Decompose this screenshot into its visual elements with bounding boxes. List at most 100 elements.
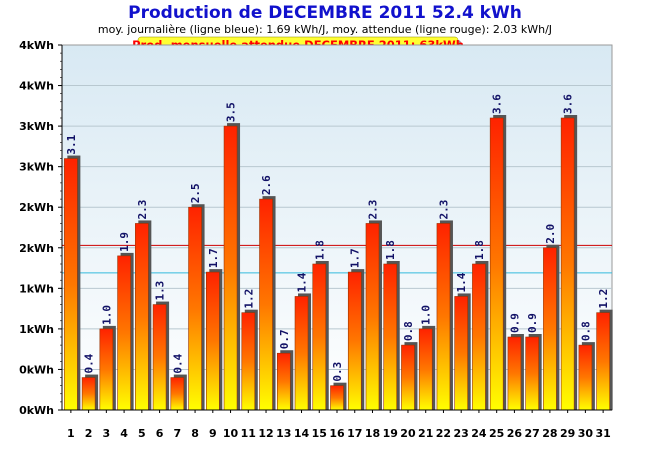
value-label-day-5: 2.3 bbox=[136, 200, 149, 220]
bar-group-day-27 bbox=[525, 334, 542, 411]
bar-group-day-30 bbox=[578, 342, 595, 411]
value-label-day-2: 0.4 bbox=[83, 353, 96, 373]
value-labels: 3.1 0.4 1.0 1.9 2.3 1.3 0.4 2.5 1.7 3.5 1.2 2.6 0.7 1… bbox=[65, 94, 610, 382]
value-label-day-4: 1.9 bbox=[118, 232, 131, 252]
x-tick-label-15: 15 bbox=[312, 427, 327, 440]
bar-day-6 bbox=[152, 304, 167, 411]
x-tick-label-14: 14 bbox=[294, 427, 310, 440]
bar-day-20 bbox=[401, 344, 415, 411]
value-label-day-31: 1.2 bbox=[597, 289, 610, 309]
bar-group-day-2 bbox=[81, 374, 99, 411]
x-tick-label-6: 6 bbox=[156, 427, 164, 440]
bar-day-8 bbox=[188, 206, 202, 411]
y-tick-label-6: 3kWh bbox=[19, 161, 54, 174]
y-tick-label-1: 0kWh bbox=[19, 363, 54, 376]
x-tick-label-11: 11 bbox=[241, 427, 256, 440]
value-label-day-17: 1.7 bbox=[349, 248, 362, 268]
bar-day-1 bbox=[64, 158, 78, 411]
x-tick-label-7: 7 bbox=[173, 427, 181, 440]
bar-group-day-18 bbox=[365, 220, 382, 411]
value-label-day-19: 1.8 bbox=[384, 240, 397, 260]
bar-day-10 bbox=[223, 125, 238, 411]
bar-group-day-21 bbox=[418, 325, 436, 411]
y-axis: 0kWh 0kWh 1kWh 1kWh 2kWh 2kWh 3kWh 3kWh 4kWh 4kWh bbox=[19, 39, 63, 417]
bar-group-day-19 bbox=[383, 261, 400, 411]
value-label-day-11: 1.2 bbox=[242, 289, 255, 309]
x-tick-label-28: 28 bbox=[542, 427, 557, 440]
bar-day-14 bbox=[294, 296, 309, 411]
x-tick-label-1: 1 bbox=[67, 427, 75, 440]
value-label-day-28: 2.0 bbox=[544, 224, 557, 244]
value-label-day-10: 3.5 bbox=[225, 102, 238, 122]
x-tick-label-9: 9 bbox=[209, 427, 217, 440]
x-tick-label-21: 21 bbox=[418, 427, 433, 440]
y-tick-label-7: 3kWh bbox=[19, 120, 54, 133]
x-tick-label-30: 30 bbox=[578, 427, 594, 440]
bar-day-25 bbox=[489, 117, 504, 411]
value-label-day-9: 1.7 bbox=[207, 248, 220, 268]
bar-group-day-6 bbox=[152, 301, 170, 411]
bar-day-2 bbox=[81, 377, 96, 411]
bar-group-day-8 bbox=[188, 204, 205, 411]
bar-day-16 bbox=[330, 385, 344, 411]
bar-group-day-1 bbox=[64, 155, 81, 411]
bar-day-22 bbox=[436, 223, 451, 411]
bar-group-day-17 bbox=[347, 269, 365, 411]
bars bbox=[64, 115, 613, 411]
value-label-day-26: 0.9 bbox=[508, 313, 521, 333]
x-tick-label-13: 13 bbox=[276, 427, 291, 440]
bar-group-day-12 bbox=[259, 196, 276, 411]
bar-day-3 bbox=[99, 328, 114, 411]
x-tick-label-19: 19 bbox=[383, 427, 398, 440]
bar-day-18 bbox=[365, 223, 380, 411]
x-tick-label-29: 29 bbox=[560, 427, 575, 440]
value-label-day-15: 1.8 bbox=[313, 240, 326, 260]
x-tick-label-22: 22 bbox=[436, 427, 451, 440]
value-label-day-8: 2.5 bbox=[189, 183, 202, 203]
value-label-day-1: 3.1 bbox=[65, 134, 78, 154]
value-label-day-23: 1.4 bbox=[455, 272, 468, 292]
value-label-day-20: 0.8 bbox=[402, 321, 415, 341]
bar-group-day-20 bbox=[401, 342, 418, 411]
bar-day-9 bbox=[206, 271, 220, 411]
bar-group-day-10 bbox=[223, 123, 241, 411]
x-tick-label-26: 26 bbox=[507, 427, 523, 440]
bar-day-21 bbox=[418, 328, 433, 411]
bar-group-day-24 bbox=[472, 261, 489, 411]
x-tick-label-20: 20 bbox=[400, 427, 416, 440]
y-tick-label-0: 0kWh bbox=[19, 404, 54, 417]
x-tick-label-18: 18 bbox=[365, 427, 380, 440]
x-tick-label-27: 27 bbox=[525, 427, 540, 440]
bar-group-day-16 bbox=[330, 382, 347, 411]
value-label-day-30: 0.8 bbox=[579, 321, 592, 341]
value-label-day-13: 0.7 bbox=[278, 329, 291, 349]
x-tick-label-17: 17 bbox=[347, 427, 362, 440]
bar-group-day-23 bbox=[454, 293, 471, 411]
grid bbox=[62, 85, 612, 370]
x-tick-label-10: 10 bbox=[223, 427, 239, 440]
x-tick-label-16: 16 bbox=[329, 427, 345, 440]
value-label-day-21: 1.0 bbox=[420, 305, 433, 325]
value-label-day-3: 1.0 bbox=[100, 305, 113, 325]
y-tick-label-4: 2kWh bbox=[19, 242, 54, 255]
bar-group-day-7 bbox=[170, 374, 187, 411]
x-tick-label-3: 3 bbox=[103, 427, 111, 440]
chart-title: Production de DECEMBRE 2011 52.4 kWh bbox=[128, 3, 522, 23]
x-tick-label-31: 31 bbox=[595, 427, 610, 440]
bar-day-31 bbox=[596, 312, 610, 411]
bar-group-day-13 bbox=[276, 350, 294, 411]
bar-day-4 bbox=[117, 255, 131, 411]
value-label-day-16: 0.3 bbox=[331, 362, 344, 382]
value-label-day-12: 2.6 bbox=[260, 175, 273, 195]
x-tick-label-25: 25 bbox=[489, 427, 504, 440]
bar-group-day-29 bbox=[560, 115, 578, 411]
x-tick-label-23: 23 bbox=[454, 427, 469, 440]
bar-day-28 bbox=[543, 247, 557, 411]
bar-day-29 bbox=[560, 117, 575, 411]
bar-day-11 bbox=[241, 312, 256, 411]
value-label-day-6: 1.3 bbox=[154, 281, 167, 301]
y-tick-label-8: 4kWh bbox=[19, 80, 54, 93]
x-tick-label-4: 4 bbox=[120, 427, 128, 440]
bar-day-13 bbox=[276, 352, 291, 411]
